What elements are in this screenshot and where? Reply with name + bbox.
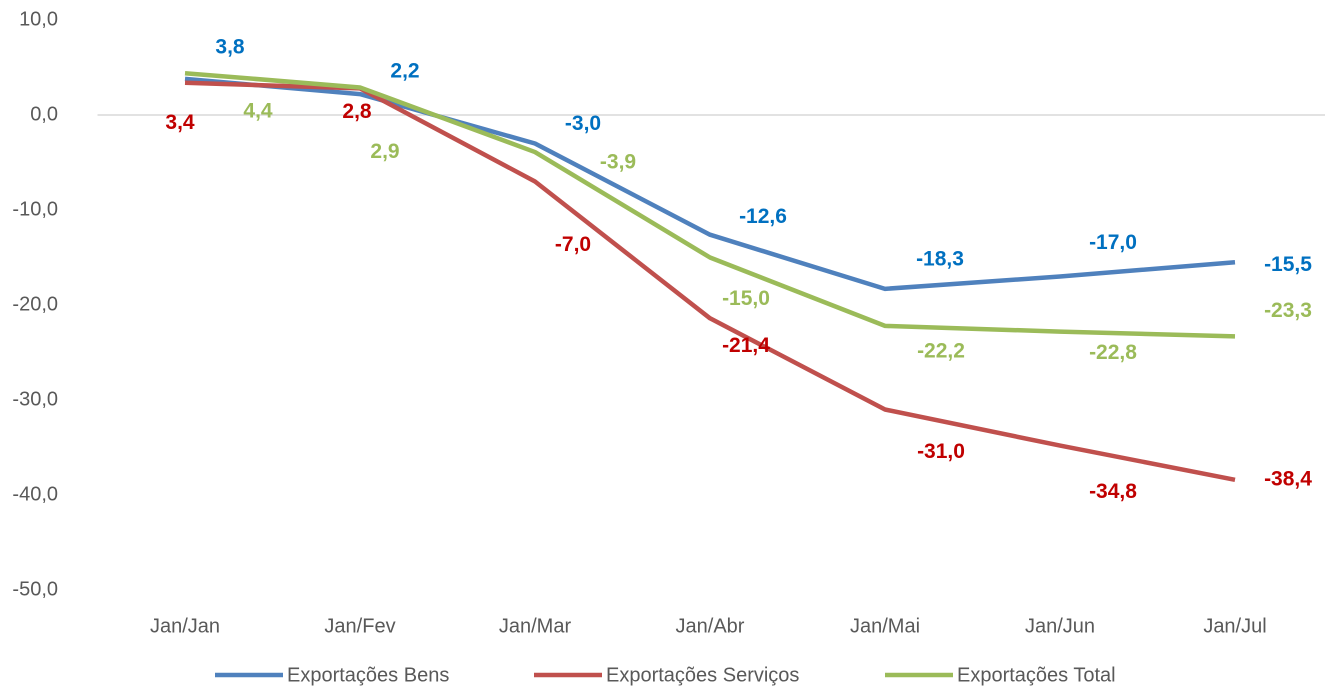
x-tick-label: Jan/Jun bbox=[1025, 615, 1095, 637]
data-label: 2,2 bbox=[390, 60, 419, 83]
series-line bbox=[184, 70, 1236, 339]
y-tick-label: 10,0 bbox=[19, 8, 58, 30]
data-label: -3,9 bbox=[600, 151, 636, 174]
data-label: -31,0 bbox=[917, 440, 965, 463]
data-label: -34,8 bbox=[1089, 480, 1137, 503]
x-tick-label: Jan/Abr bbox=[676, 615, 745, 637]
data-label: -12,6 bbox=[739, 205, 787, 228]
y-tick-label: 0,0 bbox=[30, 103, 58, 125]
data-label: -18,3 bbox=[916, 247, 964, 270]
legend-label: Exportações Serviços bbox=[606, 664, 799, 686]
y-tick-label: -50,0 bbox=[12, 578, 58, 600]
y-tick-label: -30,0 bbox=[12, 388, 58, 410]
data-label: -3,0 bbox=[565, 112, 601, 135]
y-tick-label: -20,0 bbox=[12, 293, 58, 315]
data-label: 4,4 bbox=[243, 100, 273, 123]
data-label: -21,4 bbox=[722, 334, 770, 357]
data-label: -22,8 bbox=[1089, 341, 1137, 364]
y-tick-label: -10,0 bbox=[12, 198, 58, 220]
data-label: 2,9 bbox=[370, 140, 399, 163]
legend-label: Exportações Total bbox=[957, 664, 1116, 686]
y-tick-label: -40,0 bbox=[12, 483, 58, 505]
data-label: 3,8 bbox=[215, 35, 245, 58]
series-line bbox=[184, 76, 1236, 292]
x-tick-label: Jan/Mai bbox=[850, 615, 920, 637]
x-tick-label: Jan/Fev bbox=[324, 615, 395, 637]
data-label: -22,2 bbox=[917, 339, 965, 362]
data-label: -23,3 bbox=[1264, 299, 1312, 322]
data-label: -15,0 bbox=[722, 287, 770, 310]
data-label: -15,5 bbox=[1264, 253, 1312, 276]
data-label: -7,0 bbox=[555, 233, 591, 256]
x-tick-label: Jan/Mar bbox=[499, 615, 572, 637]
x-tick-label: Jan/Jul bbox=[1203, 615, 1266, 637]
x-tick-label: Jan/Jan bbox=[150, 615, 220, 637]
legend-label: Exportações Bens bbox=[287, 664, 449, 686]
series-line bbox=[184, 80, 1236, 483]
data-label: 2,8 bbox=[342, 100, 372, 123]
data-label: -38,4 bbox=[1264, 467, 1312, 490]
data-label: -17,0 bbox=[1089, 231, 1137, 254]
data-label: 3,4 bbox=[165, 111, 195, 134]
